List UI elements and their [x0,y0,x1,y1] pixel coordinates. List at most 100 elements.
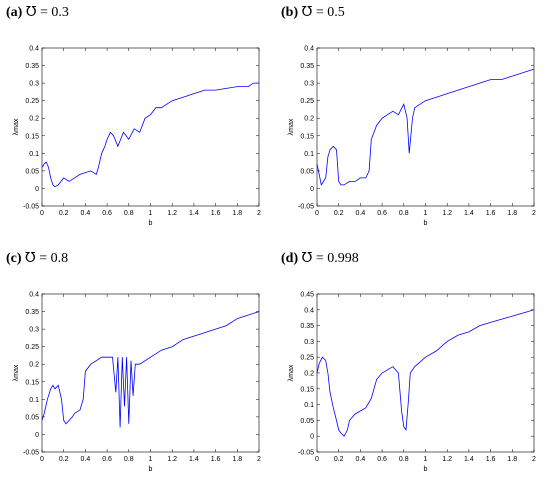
y-tick-label: 0.2 [304,116,314,123]
y-tick-label: 0.3 [304,339,314,346]
x-tick-label: 2 [257,456,261,463]
y-tick-label: 0.35 [25,309,39,316]
x-tick-label: 1 [149,210,153,217]
x-tick-label: 1.8 [232,456,242,463]
y-tick-label: 0.2 [29,116,39,123]
chart-svg-b: 0 0.2 0.4 0.6 0.8 1 1.2 1.4 1.6 1.8 2-0.0500.050.1… [288,46,536,228]
y-axis-label: λmax [288,364,295,381]
y-tick-label: 0.3 [29,81,39,88]
y-tick-label: 0.1 [29,151,39,158]
y-tick-label: 0.3 [304,81,314,88]
y-tick-label: 0.35 [25,63,39,70]
x-tick-label: 2 [532,456,536,463]
y-tick-label: -0.05 [23,450,39,457]
panel-title-text: ℧ = 0.8 [25,251,69,266]
x-tick-label: 0.2 [334,456,344,463]
x-tick-label: 0.4 [356,210,366,217]
x-tick-label: 1.4 [189,210,199,217]
y-tick-label: 0.25 [300,355,314,362]
panel-label: (c) [6,251,22,266]
y-tick-label: 0.4 [29,46,39,53]
panel-label: (a) [6,5,23,20]
panel-title: (c) ℧ = 0.8 [6,250,68,267]
panel-title: (d) ℧ = 0.998 [281,250,359,267]
x-tick-label: 0.2 [59,456,69,463]
panel-title-text: ℧ = 0.998 [301,251,359,266]
x-axis-label: b [424,466,428,473]
x-tick-label: 1.2 [442,210,452,217]
panel-title: (a) ℧ = 0.3 [6,4,69,21]
y-tick-label: 0 [35,186,39,193]
x-tick-label: 1.6 [486,456,496,463]
x-tick-label: 1.4 [464,456,474,463]
plot-frame [316,293,535,453]
y-axis-label: λmax [13,364,20,381]
y-tick-label: 0.15 [300,386,314,393]
x-tick-label: 0 [40,456,44,463]
x-tick-label: 1 [424,456,428,463]
x-tick-label: 0.4 [81,210,91,217]
panel-label: (b) [281,5,299,20]
x-tick-label: 1.6 [486,210,496,217]
x-tick-label: 2 [257,210,261,217]
y-tick-label: 0.25 [25,344,39,351]
x-axis-label: b [424,220,428,227]
x-tick-label: 0.8 [124,456,134,463]
series-line [316,68,535,186]
y-tick-label: 0.3 [29,327,39,334]
panel-label: (d) [281,251,299,266]
y-tick-label: 0.15 [300,133,314,140]
x-tick-label: 0.2 [59,210,69,217]
plot-frame [41,293,260,453]
x-tick-label: 0 [315,210,319,217]
y-tick-label: -0.05 [23,204,39,211]
y-tick-label: 0.45 [300,292,314,299]
x-axis-label: b [149,220,153,227]
x-tick-label: 0.6 [102,456,112,463]
series-line [316,309,535,437]
y-tick-label: 0.1 [304,151,314,158]
y-tick-label: 0.35 [300,63,314,70]
y-tick-label: 0.35 [300,323,314,330]
y-tick-label: 0.25 [300,98,314,105]
panel-title-text: ℧ = 0.3 [25,5,69,20]
y-tick-label: 0.25 [25,98,39,105]
x-tick-label: 0 [40,210,44,217]
y-tick-label: 0.1 [29,397,39,404]
x-tick-label: 1 [424,210,428,217]
x-tick-label: 0.8 [399,456,409,463]
x-tick-label: 0.4 [356,456,366,463]
x-tick-label: 1.8 [507,456,517,463]
x-tick-label: 1.6 [211,456,221,463]
chart-svg-d: 0 0.2 0.4 0.6 0.8 1 1.2 1.4 1.6 1.8 2-0.0500.050.1… [288,292,536,474]
x-tick-label: 0.4 [81,456,91,463]
chart-panel-c: (c) ℧ = 0.8 0 0.2 0.4 0.6 0.8 1 1.2 1.4 1.6 1.8 2 -… [0,246,275,492]
y-tick-label: 0.05 [300,418,314,425]
x-tick-label: 1.4 [464,210,474,217]
y-tick-label: 0.1 [304,402,314,409]
x-tick-label: 1.2 [167,456,177,463]
y-tick-label: 0.2 [304,371,314,378]
y-axis-label: λmax [288,118,295,135]
chart-svg-c: 0 0.2 0.4 0.6 0.8 1 1.2 1.4 1.6 1.8 2-0.0500.050.1… [13,292,261,474]
x-tick-label: 0 [315,456,319,463]
chart-panel-a: (a) ℧ = 0.3 0 0.2 0.4 0.6 0.8 1 1.2 1.4 1.6 1.8 2 -… [0,0,275,246]
x-tick-label: 0.8 [124,210,134,217]
series-line [41,311,260,428]
x-tick-label: 1.8 [507,210,517,217]
series-line [41,82,259,188]
chart-panel-b: (b) ℧ = 0.5 0 0.2 0.4 0.6 0.8 1 1.2 1.4 1.6 1.8 2 -… [275,0,550,246]
x-axis-label: b [149,466,153,473]
y-tick-label: 0.4 [29,292,39,299]
plot-frame [41,47,260,207]
x-tick-label: 1.4 [189,456,199,463]
y-tick-label: 0.05 [25,414,39,421]
x-tick-label: 1.2 [442,456,452,463]
y-tick-label: 0 [310,434,314,441]
x-tick-label: 2 [532,210,536,217]
chart-panel-d: (d) ℧ = 0.998 0 0.2 0.4 0.6 0.8 1 1.2 1.4 1.6 1.8… [275,246,550,492]
y-tick-label: 0.4 [304,46,314,53]
y-tick-label: -0.05 [298,204,314,211]
y-tick-label: -0.05 [298,450,314,457]
y-tick-label: 0.15 [25,133,39,140]
